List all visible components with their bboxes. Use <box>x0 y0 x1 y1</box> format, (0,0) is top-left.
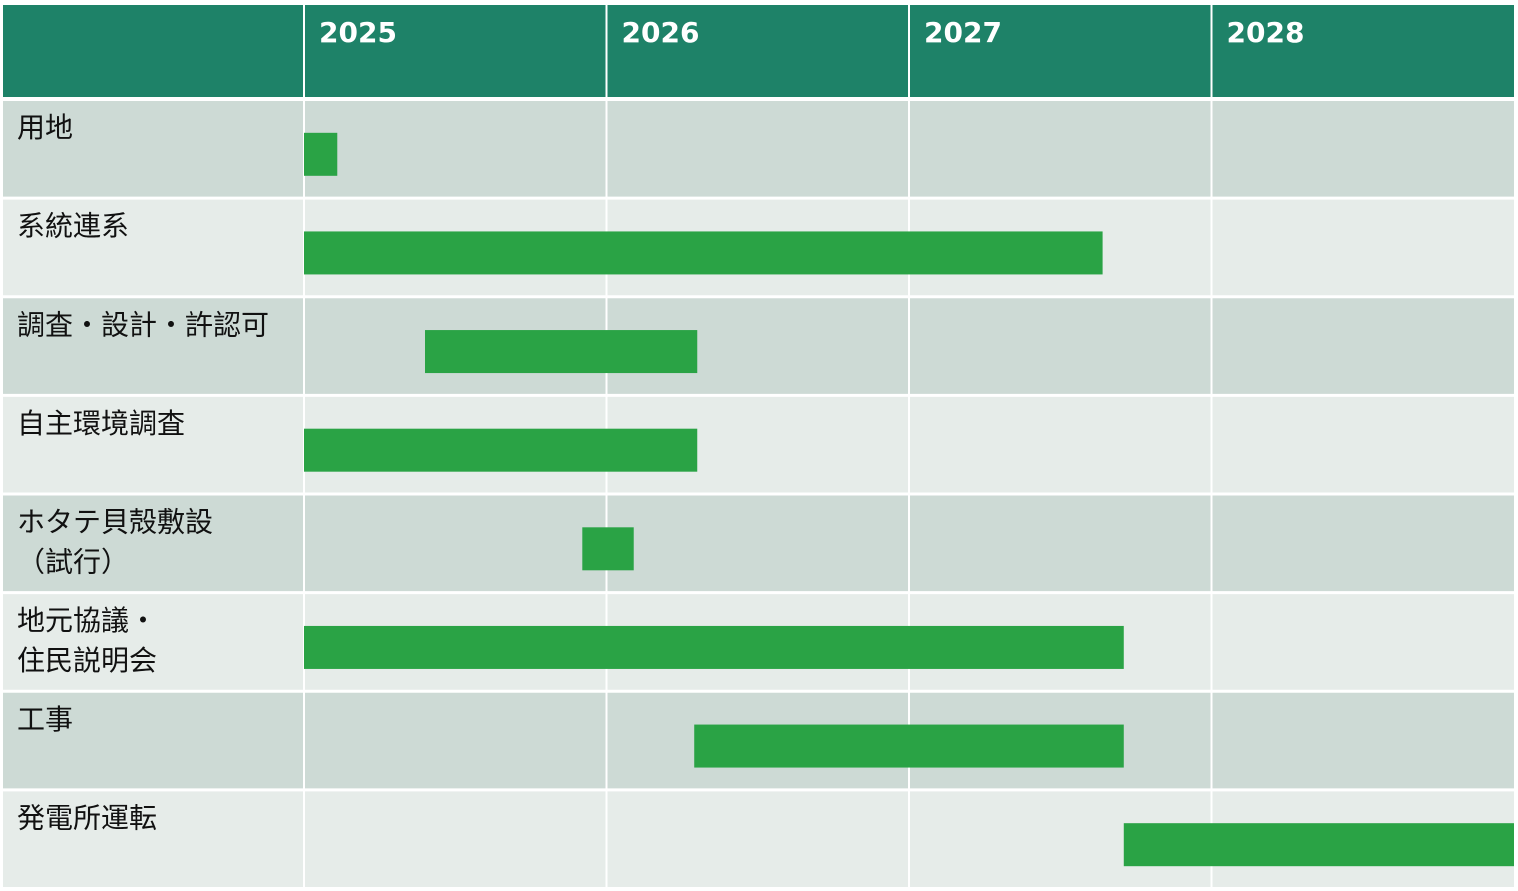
header-background <box>3 5 1514 97</box>
x-tick-label: 2026 <box>622 16 700 49</box>
task-bar <box>304 231 1103 275</box>
x-tick-label: 2027 <box>924 16 1002 49</box>
task-bar <box>694 724 1124 768</box>
x-tick-label: 2025 <box>319 16 397 49</box>
row-background <box>3 101 1514 197</box>
task-label: ホタテ貝殻敷設 <box>17 506 213 539</box>
row-background <box>3 298 1514 394</box>
task-label: （試行） <box>17 546 129 579</box>
task-label: 発電所運転 <box>17 801 157 834</box>
row-background <box>3 396 1514 493</box>
task-label: 用地 <box>17 111 73 144</box>
task-label: 自主環境調査 <box>17 407 185 440</box>
task-bar <box>304 625 1124 669</box>
task-label: 地元協議・ <box>17 604 157 637</box>
row-background <box>3 495 1514 592</box>
task-bar <box>304 132 338 176</box>
task-bar <box>1123 823 1514 867</box>
task-label: 調査・設計・許認可 <box>17 308 269 341</box>
task-label: 系統連系 <box>17 210 129 243</box>
task-label: 住民説明会 <box>17 644 157 677</box>
task-bar <box>425 330 698 374</box>
task-bar <box>304 428 698 472</box>
task-bar <box>582 527 634 571</box>
task-label: 工事 <box>17 703 73 736</box>
x-tick-label: 2028 <box>1227 16 1305 49</box>
